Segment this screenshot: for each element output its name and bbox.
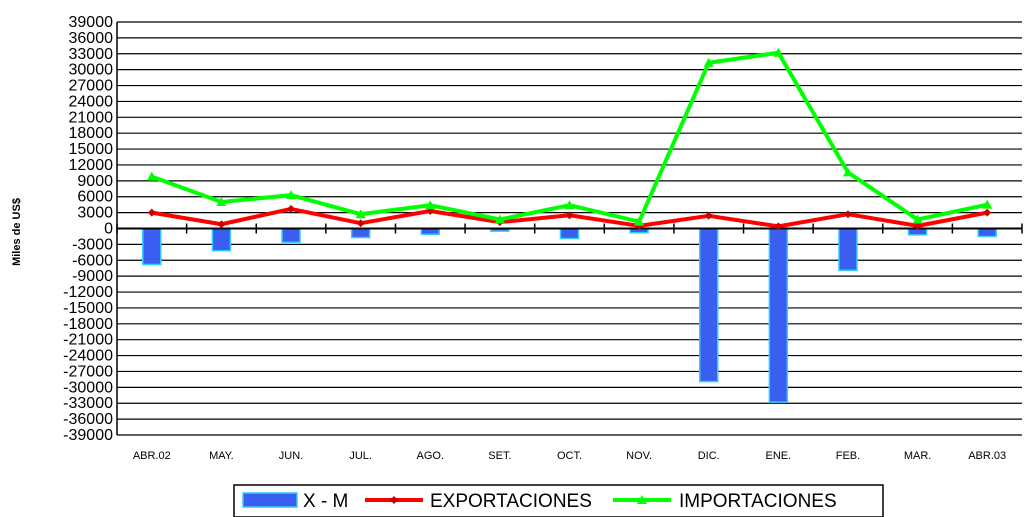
y-tick-label: 3000	[77, 205, 113, 222]
point-marker	[287, 204, 296, 213]
y-tick-label: 6000	[77, 189, 113, 206]
bar	[281, 227, 301, 244]
bar	[350, 227, 371, 239]
x-tick-label: DIC.	[698, 450, 720, 462]
axes	[116, 22, 1023, 435]
y-tick-label: 18000	[69, 125, 114, 142]
legend-swatch	[242, 492, 298, 508]
x-tick-label: JUN.	[279, 450, 303, 462]
legend: X - M EXPORTACIONES IMPORTACIONES	[233, 484, 884, 517]
point-marker	[217, 220, 226, 229]
y-tick-label: 36000	[69, 30, 114, 47]
point-marker	[355, 209, 366, 219]
x-tick-label: NOV.	[626, 450, 652, 462]
y-tick-label: -6000	[72, 252, 113, 269]
y-tick-label: -18000	[63, 316, 113, 333]
legend-box	[233, 484, 884, 517]
y-tick-label: -39000	[63, 427, 113, 444]
x-tick-label: SET.	[488, 450, 511, 462]
y-tick-label: -24000	[63, 348, 113, 365]
point-marker	[982, 199, 993, 209]
point-marker	[912, 214, 923, 224]
y-axis-label: Miles de US$	[11, 198, 23, 266]
bar	[698, 227, 719, 383]
x-tick-label: OCT.	[557, 450, 582, 462]
y-tick-label: -3000	[72, 236, 113, 253]
legend-label: EXPORTACIONES	[430, 491, 592, 512]
point-marker	[703, 57, 714, 67]
point-marker	[634, 216, 645, 226]
y-tick-label: 0	[104, 221, 113, 238]
series-lines	[146, 47, 993, 231]
legend-marker	[390, 496, 398, 504]
point-marker	[425, 200, 436, 210]
y-tick-label: 30000	[69, 62, 114, 79]
x-tick-label: AGO.	[417, 450, 445, 462]
point-marker	[494, 214, 505, 224]
x-tick-label: JUL.	[349, 450, 372, 462]
y-tick-label: 12000	[69, 157, 114, 174]
point-marker	[843, 210, 852, 219]
y-tick-label: -27000	[63, 363, 113, 380]
legend-label: X - M	[303, 491, 348, 512]
point-marker	[146, 171, 157, 181]
y-tick-label: -21000	[63, 332, 113, 349]
point-marker	[774, 222, 783, 231]
y-tick-label: 21000	[69, 109, 114, 126]
legend-marker	[637, 495, 647, 504]
y-tick-label: 15000	[69, 141, 114, 158]
x-tick-labels: ABR.02 MAY. JUN. JUL. AGO. SET. OCT. NOV. DIC. EN…	[133, 450, 1006, 462]
point-marker	[216, 197, 227, 207]
point-marker	[147, 208, 156, 217]
y-tick-label: 27000	[69, 78, 114, 95]
y-tick-label: 24000	[69, 93, 114, 110]
y-tick-label: -15000	[63, 300, 113, 317]
y-tick-labels: -39000-36000-33000-30000-27000-24000-210…	[63, 14, 113, 444]
y-tick-label: -36000	[63, 411, 113, 428]
y-tick-label: -9000	[72, 268, 113, 285]
legend-label: IMPORTACIONES	[679, 491, 837, 512]
bar	[142, 227, 162, 266]
point-marker	[842, 167, 853, 177]
bar	[977, 227, 997, 238]
x-tick-label: MAY.	[209, 450, 234, 462]
bar	[838, 227, 858, 272]
bar	[768, 227, 789, 403]
bars-x-m	[142, 227, 997, 403]
point-marker	[565, 211, 574, 220]
y-tick-label: -33000	[63, 395, 113, 412]
point-marker	[704, 211, 713, 220]
x-tick-label: ENE.	[766, 450, 792, 462]
y-tick-label: 33000	[69, 46, 114, 63]
x-tick-label: ABR.03	[968, 450, 1006, 462]
x-tick-label: ABR.02	[133, 450, 171, 462]
point-marker	[356, 219, 365, 228]
bar	[211, 227, 232, 252]
y-tick-label: 39000	[69, 14, 114, 31]
y-tick-label: -30000	[63, 379, 113, 396]
point-marker	[983, 208, 992, 217]
point-marker	[564, 200, 575, 210]
y-tick-label: 9000	[77, 173, 113, 190]
point-marker	[286, 190, 297, 200]
x-tick-label: MAR.	[904, 450, 932, 462]
point-marker	[773, 47, 784, 57]
bar	[559, 227, 580, 240]
y-tick-label: -12000	[63, 284, 113, 301]
x-tick-label: FEB.	[836, 450, 860, 462]
point-marker	[913, 221, 922, 230]
